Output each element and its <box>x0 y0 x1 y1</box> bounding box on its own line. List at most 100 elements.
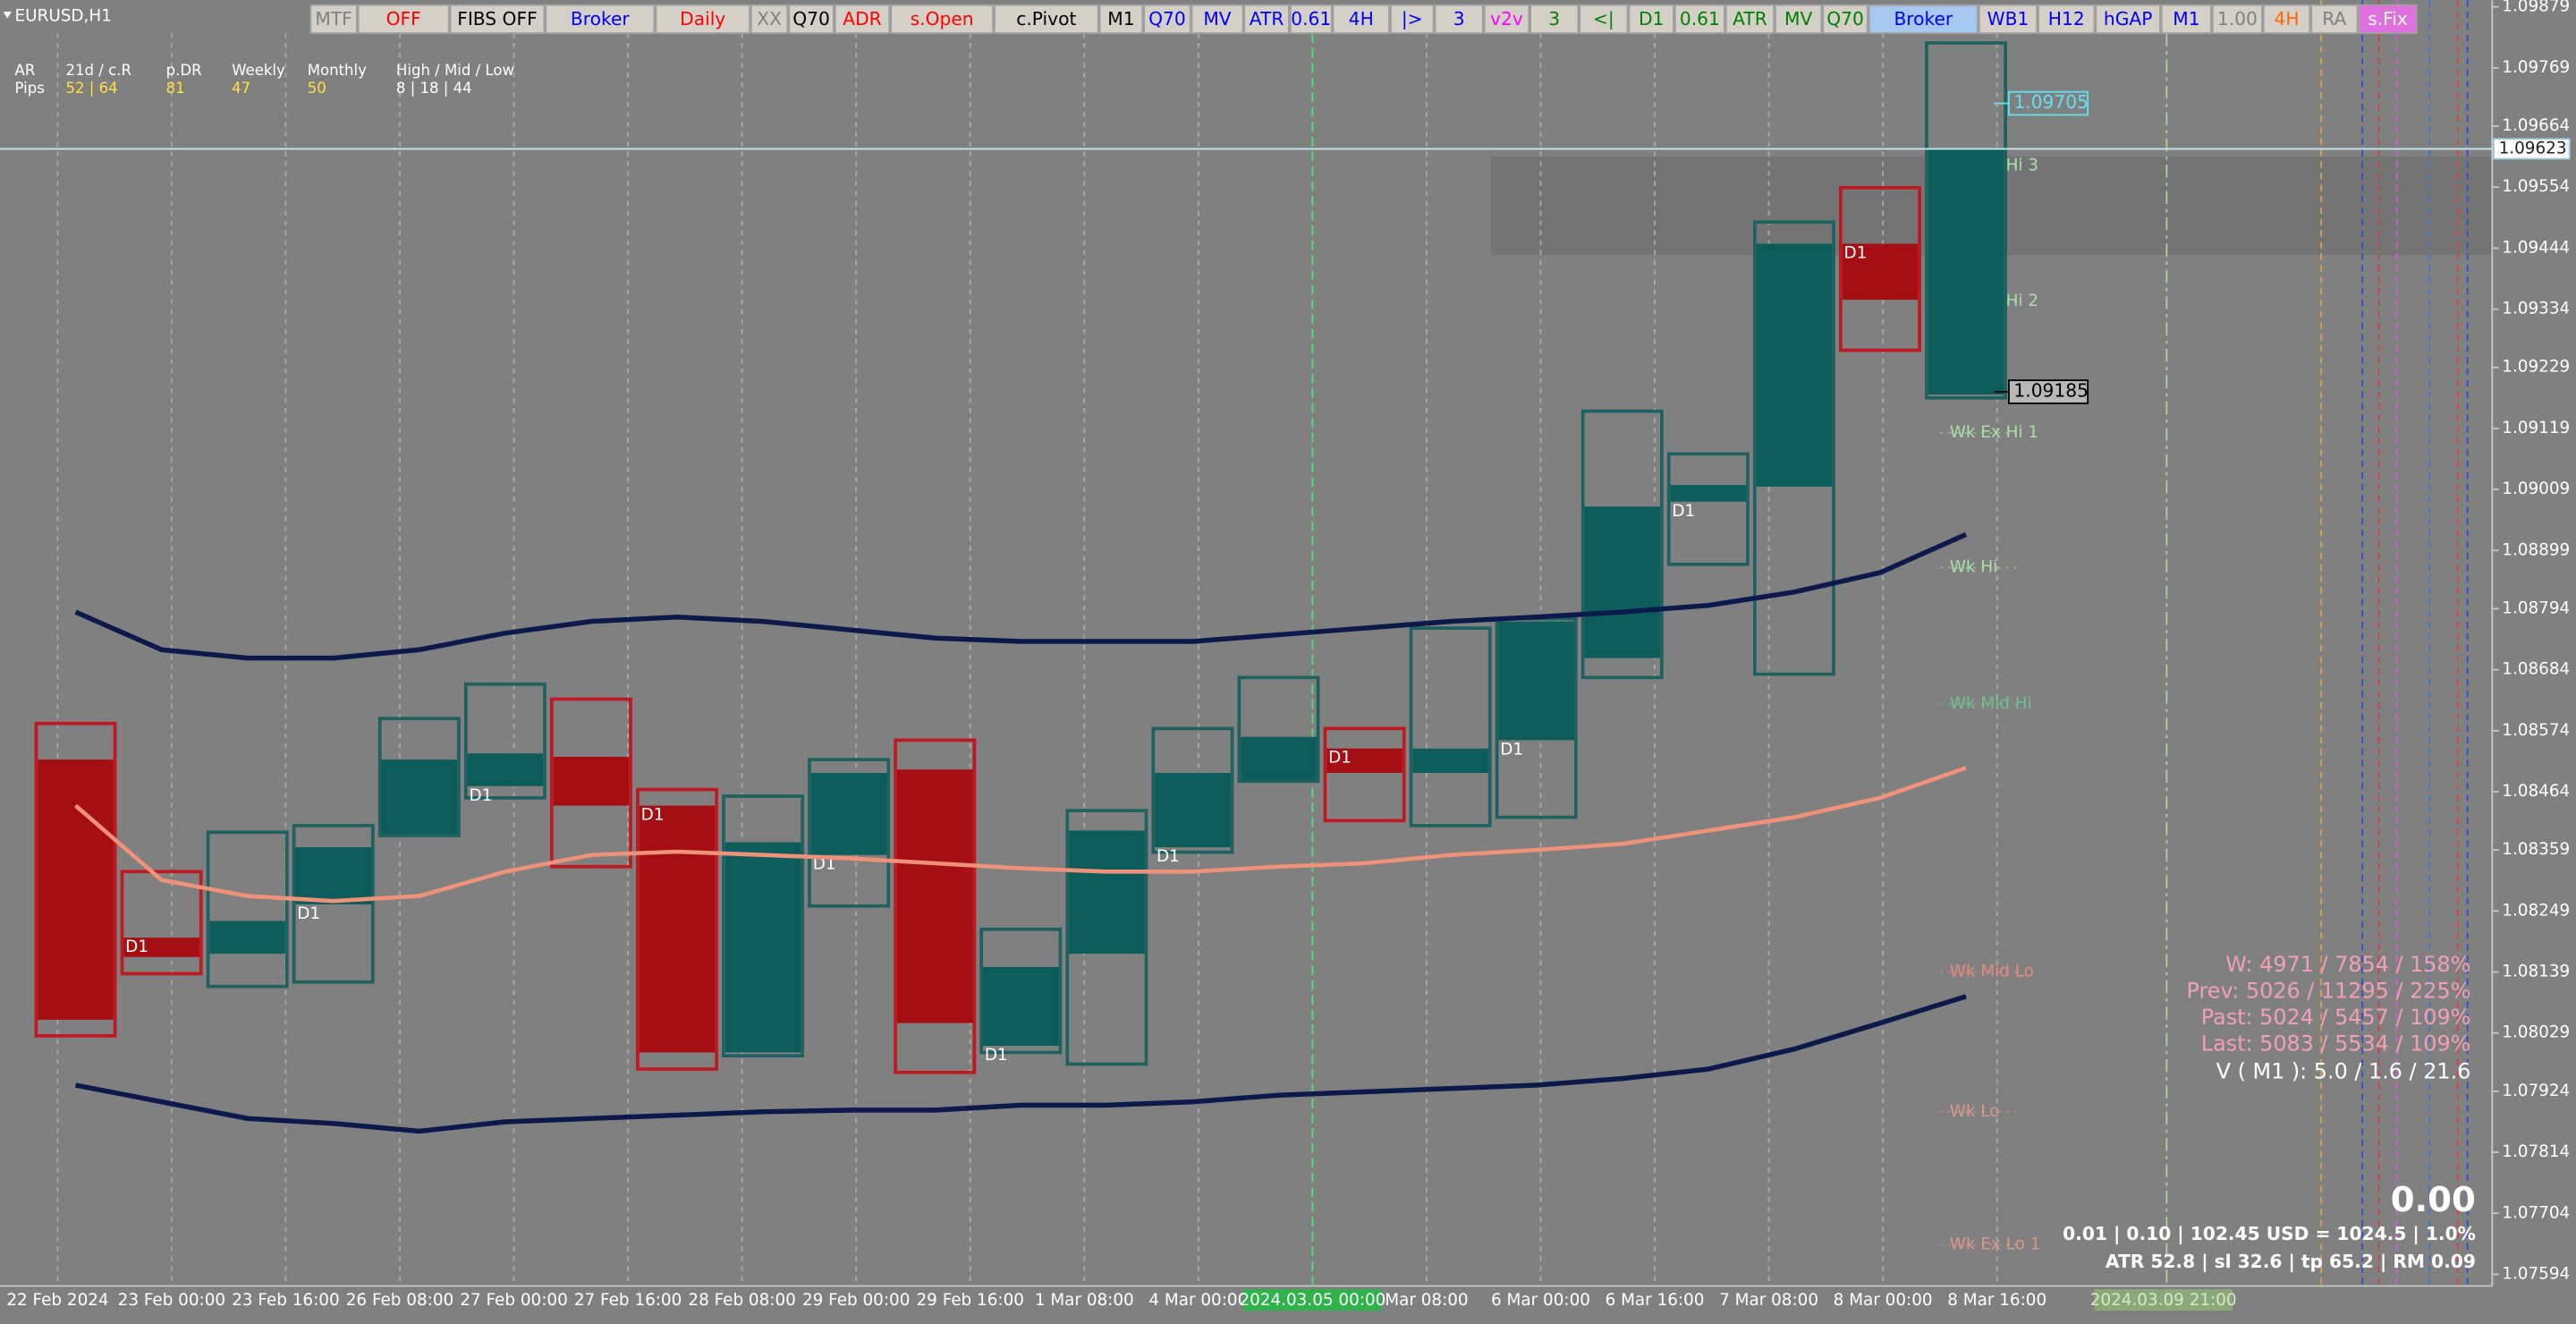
toolbar-button-label[interactable]: 1.00 <box>2217 8 2258 30</box>
toolbar-button-label[interactable]: 0.61 <box>1291 8 1331 30</box>
toolbar-button[interactable] <box>834 4 891 34</box>
toolbar-button-label[interactable]: FIBS OFF <box>457 8 537 30</box>
time-label: 4 Mar 00:00 <box>1148 1291 1248 1310</box>
box-body <box>1928 149 2004 395</box>
toolbar-button[interactable] <box>2095 4 2161 34</box>
box-range <box>1409 626 1492 828</box>
toolbar-button-label[interactable]: WB1 <box>1987 8 2029 30</box>
toolbar-button[interactable] <box>545 4 656 34</box>
toolbar-button[interactable] <box>1098 4 1144 34</box>
toolbar-button[interactable] <box>2160 4 2212 34</box>
toolbar-button[interactable] <box>1434 4 1484 34</box>
cursor-label-bg <box>2094 1289 2233 1311</box>
toolbar-button[interactable] <box>1243 4 1290 34</box>
toolbar-button-label[interactable]: 4H <box>1349 8 1374 30</box>
cursor-label-bg <box>1243 1289 1382 1311</box>
toolbar-button-label[interactable]: Broker <box>571 8 630 30</box>
y-tick-label: 1.08359 <box>2502 840 2570 859</box>
box-body <box>1155 772 1231 848</box>
toolbar-button[interactable] <box>750 4 789 34</box>
toolbar-button[interactable] <box>1332 4 1390 34</box>
toolbar-button[interactable] <box>890 4 995 34</box>
toolbar-button-label[interactable]: |> <box>1402 8 1423 30</box>
y-tick-label: 1.09769 <box>2502 58 2570 77</box>
toolbar-button[interactable] <box>1143 4 1191 34</box>
toolbar-button-label[interactable]: OFF <box>386 8 421 30</box>
toolbar-button[interactable] <box>309 4 358 34</box>
toolbar-button-label[interactable]: Broker <box>1894 8 1953 30</box>
toolbar-button-label[interactable]: XX <box>757 8 782 30</box>
box-range <box>1752 220 1835 676</box>
toolbar-button[interactable] <box>449 4 546 34</box>
toolbar-button[interactable] <box>1191 4 1244 34</box>
toolbar-button-label[interactable]: M1 <box>1107 8 1134 30</box>
toolbar-button[interactable] <box>1289 4 1333 34</box>
toolbar-button[interactable] <box>2262 4 2311 34</box>
box-range <box>722 794 805 1058</box>
toolbar-button-label[interactable]: MV <box>1203 8 1231 30</box>
box-label: D1 <box>1500 740 1523 759</box>
toolbar-button[interactable] <box>1389 4 1435 34</box>
toolbar-button-label[interactable]: Daily <box>680 8 725 30</box>
toolbar-button[interactable] <box>655 4 751 34</box>
toolbar-button[interactable] <box>1530 4 1580 34</box>
toolbar-button[interactable] <box>2310 4 2359 34</box>
toolbar-button[interactable] <box>788 4 835 34</box>
toolbar-button-label[interactable]: 3 <box>1453 8 1465 30</box>
toolbar-button-label[interactable]: D1 <box>1639 8 1664 30</box>
toolbar-button[interactable] <box>2358 4 2418 34</box>
toolbar-button[interactable] <box>1674 4 1725 34</box>
box-range <box>463 682 547 800</box>
time-label: 23 Feb 00:00 <box>118 1291 225 1310</box>
toolbar-button-label[interactable]: Q70 <box>1826 8 1864 30</box>
tag-label: 1.09185 <box>2013 379 2089 401</box>
box-body <box>1584 506 1661 658</box>
toolbar-button-label[interactable]: MV <box>1784 8 1812 30</box>
toolbar-button-label[interactable]: ATR <box>1733 8 1767 30</box>
toolbar-button-label[interactable]: Q70 <box>1148 8 1186 30</box>
toolbar-button[interactable] <box>1724 4 1775 34</box>
y-tick-label: 1.08029 <box>2502 1023 2570 1042</box>
toolbar-button-label[interactable]: <| <box>1593 8 1614 30</box>
info-value: 8 | 18 | 44 <box>396 80 472 97</box>
toolbar-button[interactable] <box>994 4 1099 34</box>
toolbar-button-label[interactable]: 0.61 <box>1680 8 1720 30</box>
toolbar-button[interactable] <box>1822 4 1868 34</box>
toolbar-button[interactable] <box>2038 4 2096 34</box>
box-range <box>979 927 1063 1055</box>
y-tick-label: 1.09334 <box>2502 300 2570 318</box>
toolbar-button-label[interactable]: 4H <box>2275 8 2300 30</box>
box-body <box>553 756 630 806</box>
toolbar-button-label[interactable]: H12 <box>2048 8 2085 30</box>
toolbar-button[interactable] <box>1628 4 1674 34</box>
box-range <box>1925 41 2007 400</box>
toolbar-button-label[interactable]: ATR <box>1250 8 1284 30</box>
toolbar-button-label[interactable]: v2v <box>1490 8 1523 30</box>
toolbar-button-label[interactable]: 3 <box>1548 8 1560 30</box>
toolbar-button[interactable] <box>357 4 450 34</box>
toolbar-button[interactable] <box>1775 4 1823 34</box>
toolbar-button[interactable] <box>1483 4 1530 34</box>
big-value: 0.00 <box>2391 1180 2476 1220</box>
time-label: 28 Feb 08:00 <box>688 1291 795 1310</box>
volume-stat: W: 4971 / 7854 / 158% <box>2225 952 2470 977</box>
toolbar-button-label[interactable]: s.Open <box>911 8 974 30</box>
toolbar-button-label[interactable]: Q70 <box>792 8 830 30</box>
box-body <box>724 842 801 1053</box>
toolbar-button[interactable] <box>1868 4 1979 34</box>
toolbar-button-label[interactable]: RA <box>2322 8 2346 30</box>
window-menu-arrow[interactable] <box>3 12 12 19</box>
box-range <box>34 721 117 1038</box>
current-price-label: 1.09623 <box>2499 139 2567 157</box>
toolbar-button-label[interactable]: c.Pivot <box>1016 8 1076 30</box>
toolbar-button-label[interactable]: ADR <box>843 8 881 30</box>
toolbar-button-label[interactable]: MTF <box>315 8 352 30</box>
toolbar-button[interactable] <box>1579 4 1629 34</box>
toolbar-button[interactable] <box>1978 4 2038 34</box>
toolbar-button-label[interactable]: M1 <box>2173 8 2199 30</box>
toolbar-button-label[interactable]: hGAP <box>2104 8 2152 30</box>
box-range <box>1237 675 1320 784</box>
toolbar-button-label[interactable]: s.Fix <box>2368 8 2408 30</box>
toolbar-button[interactable] <box>2211 4 2263 34</box>
time-label: 7 Mar 08:00 <box>1719 1291 1818 1310</box>
